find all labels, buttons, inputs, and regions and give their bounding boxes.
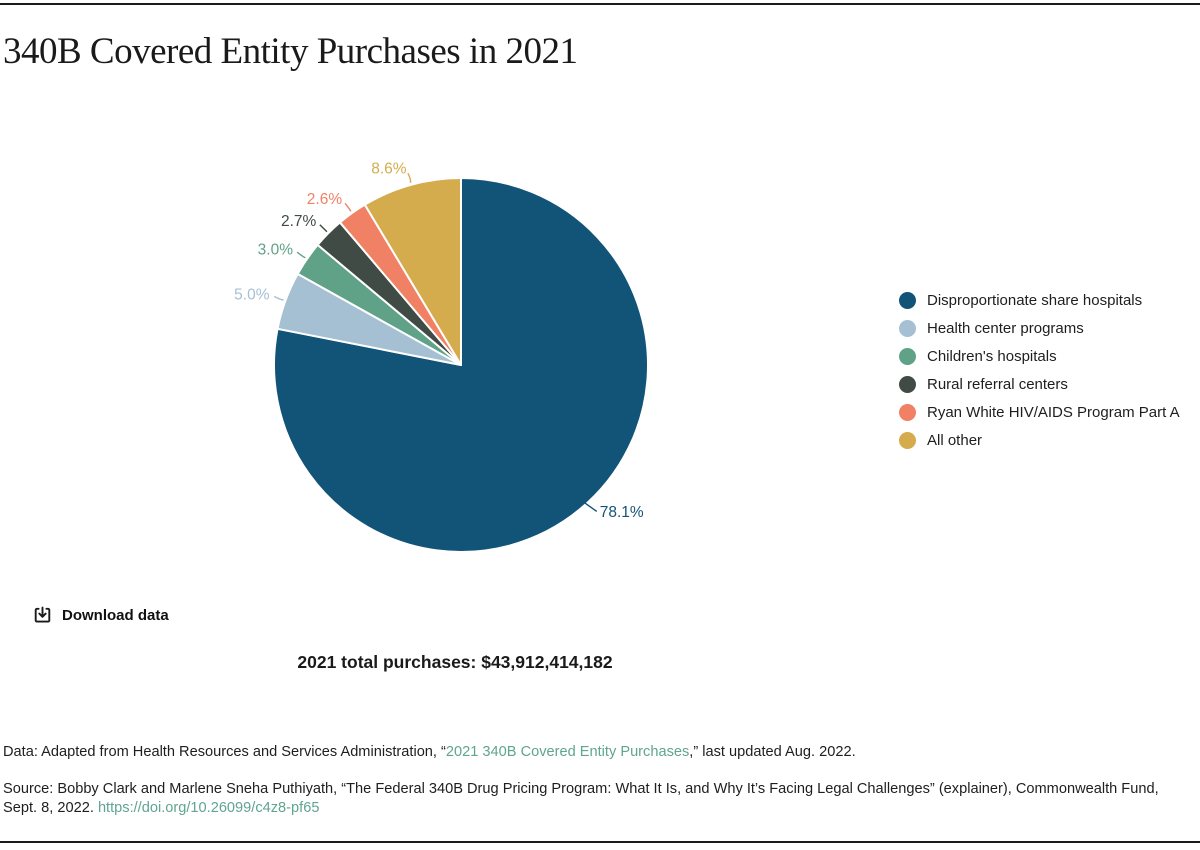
legend-swatch (899, 431, 916, 449)
legend-item[interactable]: All other (899, 426, 1180, 454)
data-source-link[interactable]: 2021 340B Covered Entity Purchases (445, 744, 690, 760)
pie-slice[interactable] (363, 177, 462, 366)
download-icon (33, 606, 52, 625)
legend-swatch (899, 291, 916, 309)
slice-label-connector (566, 500, 598, 513)
legend-swatch (899, 319, 916, 337)
data-note-suffix: ,” last updated Aug. 2022. (689, 744, 856, 760)
pie-chart: 78.1% 5.0% 3.0% 2.7% 2.6% 8.6% (234, 160, 649, 553)
data-note-prefix: Data: Adapted from Health Resources and … (3, 744, 446, 760)
legend-label: Rural referral centers (927, 375, 1068, 393)
slice-label-connector (344, 202, 352, 212)
legend-item[interactable]: Disproportionate share hospitals (899, 286, 1180, 314)
legend-swatch (899, 375, 916, 393)
slice-label-connector (273, 295, 284, 301)
source-note-text: Source: Bobby Clark and Marlene Sneha Pu… (3, 781, 1159, 816)
doi-link[interactable]: https://doi.org/10.26099/c4z8-pf65 (97, 800, 320, 816)
legend-item[interactable]: Health center programs (899, 314, 1180, 342)
legend-item[interactable]: Children's hospitals (899, 342, 1180, 370)
slice-percentage-label: 78.1% (600, 504, 644, 521)
slice-percentage-label: 2.6% (307, 191, 343, 208)
bottom-divider (0, 841, 1200, 843)
slice-label-connector (407, 172, 412, 184)
legend-label: All other (927, 431, 983, 449)
legend-swatch (899, 347, 916, 365)
legend-label: Disproportionate share hospitals (927, 291, 1143, 309)
legend-swatch (899, 403, 916, 421)
legend-label: Ryan White HIV/AIDS Program Part A (927, 403, 1180, 421)
slice-label-connector (319, 224, 328, 233)
source-note: Source: Bobby Clark and Marlene Sneha Pu… (3, 780, 1193, 818)
slice-percentage-label: 2.7% (281, 213, 317, 230)
chart-legend: Disproportionate share hospitals Health c… (899, 286, 1180, 454)
download-label: Download data (62, 607, 169, 624)
legend-item[interactable]: Ryan White HIV/AIDS Program Part A (899, 398, 1180, 426)
legend-item[interactable]: Rural referral centers (899, 370, 1180, 398)
total-purchases-annotation: 2021 total purchases: $43,912,414,182 (297, 652, 613, 672)
slice-percentage-label: 3.0% (258, 241, 294, 258)
legend-label: Health center programs (927, 319, 1084, 337)
data-note: Data: Adapted from Health Resources and … (3, 743, 1193, 762)
slice-percentage-label: 5.0% (234, 287, 270, 304)
download-data-button[interactable]: Download data (33, 606, 169, 625)
top-divider (0, 3, 1200, 5)
legend-label: Children's hospitals (927, 347, 1057, 365)
page-title: 340B Covered Entity Purchases in 2021 (3, 31, 578, 72)
slice-percentage-label: 8.6% (371, 160, 407, 177)
slice-label-connector (296, 251, 306, 259)
